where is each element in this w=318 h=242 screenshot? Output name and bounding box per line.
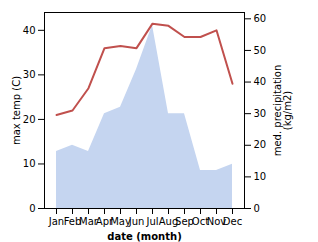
- svg-text:Jan: Jan: [48, 216, 64, 227]
- svg-text:Sep: Sep: [175, 215, 194, 227]
- svg-text:10: 10: [23, 158, 36, 169]
- svg-text:40: 40: [23, 25, 36, 36]
- svg-text:20: 20: [23, 114, 36, 125]
- svg-text:May: May: [110, 215, 131, 227]
- svg-text:Apr: Apr: [95, 215, 114, 227]
- svg-text:40: 40: [254, 76, 267, 87]
- svg-text:60: 60: [254, 13, 267, 24]
- svg-text:date (month): date (month): [107, 231, 181, 242]
- svg-text:max temp (C): max temp (C): [11, 76, 22, 145]
- svg-text:med. precipitation(kg/m2): med. precipitation(kg/m2): [272, 65, 293, 157]
- svg-text:0: 0: [29, 203, 35, 214]
- svg-text:Nov: Nov: [206, 215, 227, 227]
- svg-text:0: 0: [254, 203, 260, 214]
- svg-text:Mar: Mar: [79, 215, 98, 227]
- svg-text:30: 30: [254, 108, 267, 119]
- svg-text:Dec: Dec: [223, 216, 242, 227]
- svg-text:Oct: Oct: [191, 215, 210, 227]
- svg-text:50: 50: [254, 45, 267, 56]
- svg-text:20: 20: [254, 139, 267, 150]
- svg-text:Jun: Jun: [128, 216, 145, 227]
- svg-text:30: 30: [23, 69, 36, 80]
- svg-text:Aug: Aug: [158, 215, 179, 227]
- svg-text:Jul: Jul: [145, 216, 158, 227]
- svg-text:10: 10: [254, 171, 267, 182]
- svg-text:Feb: Feb: [63, 215, 82, 227]
